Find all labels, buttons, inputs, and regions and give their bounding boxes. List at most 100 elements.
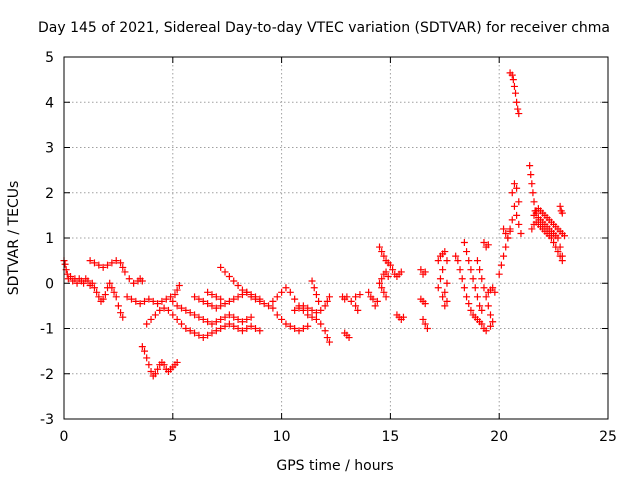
data-point (514, 105, 522, 113)
data-point (323, 297, 331, 305)
x-tick-label: 10 (273, 429, 291, 445)
data-point (132, 297, 140, 305)
data-point (121, 268, 129, 276)
data-point (480, 284, 488, 292)
data-point (251, 295, 259, 303)
data-point (93, 288, 101, 296)
data-point (478, 306, 486, 314)
data-point (265, 302, 273, 310)
data-point (489, 284, 497, 292)
data-point (67, 272, 75, 280)
y-tick-label: 3 (45, 141, 54, 157)
data-point (295, 304, 303, 312)
data-point (491, 288, 499, 296)
data-point (247, 322, 255, 330)
data-point (504, 234, 512, 242)
data-point (473, 293, 481, 301)
data-point (173, 286, 181, 294)
data-point (508, 71, 516, 79)
data-point (269, 297, 277, 305)
data-point (399, 313, 407, 321)
y-tick-label: 4 (45, 95, 54, 111)
data-point (510, 202, 518, 210)
data-point (291, 306, 299, 314)
data-point (173, 315, 181, 323)
data-point (175, 282, 183, 290)
data-point (230, 295, 238, 303)
data-point (299, 302, 307, 310)
data-point (167, 293, 175, 301)
data-point (162, 295, 170, 303)
grid-lines (64, 57, 608, 419)
data-point (278, 288, 286, 296)
data-point (195, 313, 203, 321)
data-point (225, 320, 233, 328)
data-point (238, 327, 246, 335)
data-point (208, 291, 216, 299)
data-point (382, 293, 390, 301)
data-point (441, 248, 449, 256)
data-point (460, 284, 468, 292)
x-tick-label: 20 (490, 429, 508, 445)
data-point (217, 263, 225, 271)
data-point (308, 306, 316, 314)
y-tick-label: 5 (45, 50, 54, 66)
data-point (178, 320, 186, 328)
data-point (106, 279, 114, 287)
data-point (145, 361, 153, 369)
data-point (234, 325, 242, 332)
data-point (317, 306, 325, 314)
data-point (234, 282, 242, 290)
data-point (80, 279, 88, 287)
data-point (141, 297, 149, 305)
data-point (234, 293, 242, 301)
data-point (476, 266, 484, 274)
data-point (386, 261, 394, 269)
data-point (243, 315, 251, 323)
data-point (506, 227, 514, 235)
data-point (513, 184, 521, 192)
data-point (101, 291, 109, 299)
data-point (467, 266, 475, 274)
data-point (295, 327, 303, 335)
data-point (108, 284, 116, 292)
data-point (308, 277, 316, 285)
data-point (530, 198, 538, 206)
data-point (238, 318, 246, 326)
data-point (208, 320, 216, 328)
data-point (282, 284, 290, 292)
data-point (117, 309, 125, 317)
data-point (510, 180, 518, 188)
data-point (256, 327, 264, 335)
data-point (204, 288, 212, 296)
data-point (486, 322, 494, 330)
data-point (112, 257, 120, 265)
data-point (463, 248, 471, 256)
data-point (225, 311, 233, 319)
data-point (217, 295, 225, 303)
data-point (291, 295, 299, 303)
data-point (502, 229, 510, 237)
data-point (378, 248, 386, 256)
data-point (119, 313, 127, 321)
data-point (186, 309, 194, 317)
data-point (256, 297, 264, 305)
y-tick-label: 1 (45, 231, 54, 247)
data-point (547, 234, 555, 242)
data-point (421, 300, 429, 308)
data-point (421, 268, 429, 276)
data-point (199, 297, 207, 305)
data-point (204, 300, 212, 308)
data-point (225, 272, 233, 280)
data-point (376, 243, 384, 251)
data-points (60, 69, 568, 380)
data-point (204, 331, 212, 339)
data-point (471, 284, 479, 292)
data-point (513, 98, 521, 106)
data-point (147, 315, 155, 323)
data-point (515, 110, 523, 118)
data-point (378, 284, 386, 292)
data-point (145, 295, 153, 303)
data-point (558, 257, 566, 265)
data-point (186, 327, 194, 335)
